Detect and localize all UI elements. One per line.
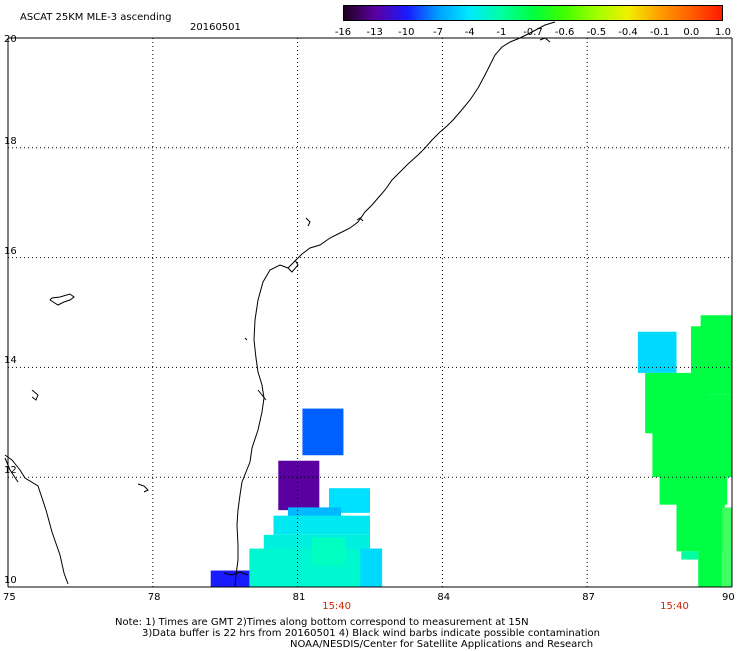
note-line-3: NOAA/NESDIS/Center for Satellite Applica…: [290, 639, 594, 650]
pass-time: 15:40: [660, 601, 689, 612]
lat-label: 16: [4, 245, 17, 257]
data-cell-10: [637, 331, 677, 373]
lon-label: 78: [147, 592, 161, 603]
data-cell-9: [312, 537, 346, 566]
legend-tick: -4: [464, 27, 475, 38]
lon-label: 84: [437, 592, 451, 603]
legend-tick: -0.6: [554, 27, 575, 38]
data-cell-5: [273, 515, 370, 535]
lat-label: 20: [4, 34, 17, 45]
note-line-1: Note: 1) Times are GMT 2)Times along bot…: [115, 617, 529, 628]
data-cell-1: [302, 408, 344, 456]
note-line-2: 3)Data buffer is 22 hrs from 20160501 4)…: [142, 628, 600, 639]
data-cell-8: [360, 548, 383, 587]
legend-tick: 1.0: [715, 27, 731, 38]
data-cell-4: [287, 507, 342, 519]
data-cell-12: [690, 326, 708, 412]
data-cell-19: [681, 551, 699, 560]
data-cell-0: [210, 570, 252, 587]
data-cell-18: [722, 507, 732, 587]
data-cell-16: [676, 499, 725, 552]
legend-tick: -7: [433, 27, 443, 38]
data-cell-14: [652, 394, 732, 478]
color-legend: [343, 5, 723, 21]
legend-tick: -13: [366, 27, 383, 38]
lon-label: 81: [292, 592, 306, 603]
data-cell-17: [698, 543, 723, 587]
legend-tick: -0.1: [649, 27, 670, 38]
lat-label: 18: [4, 135, 17, 147]
header-title: ASCAT 25KM MLE-3 ascending: [20, 12, 172, 23]
lon-label: 87: [582, 592, 595, 603]
legend-tick: -16: [334, 27, 352, 38]
wind-data-cells: [210, 315, 732, 587]
data-cell-2: [278, 460, 320, 511]
legend-tick: -0.5: [586, 27, 607, 38]
legend-tick: -0.7: [523, 27, 543, 38]
legend-tick: -0.4: [618, 27, 638, 38]
header-date: 20160501: [190, 22, 241, 33]
lat-label: 12: [4, 465, 17, 477]
lat-label: 10: [4, 575, 17, 586]
lon-label: 90: [722, 592, 735, 603]
legend-tick: 0.0: [683, 27, 700, 38]
lat-label: 14: [4, 355, 17, 367]
lon-label: 75: [3, 592, 16, 603]
coastline: [4, 21, 556, 587]
legend-tick: -1: [496, 27, 507, 38]
legend-tick: -10: [398, 27, 415, 38]
lat-lon-grid: [7, 37, 733, 588]
pass-time: 15:40: [322, 601, 352, 612]
